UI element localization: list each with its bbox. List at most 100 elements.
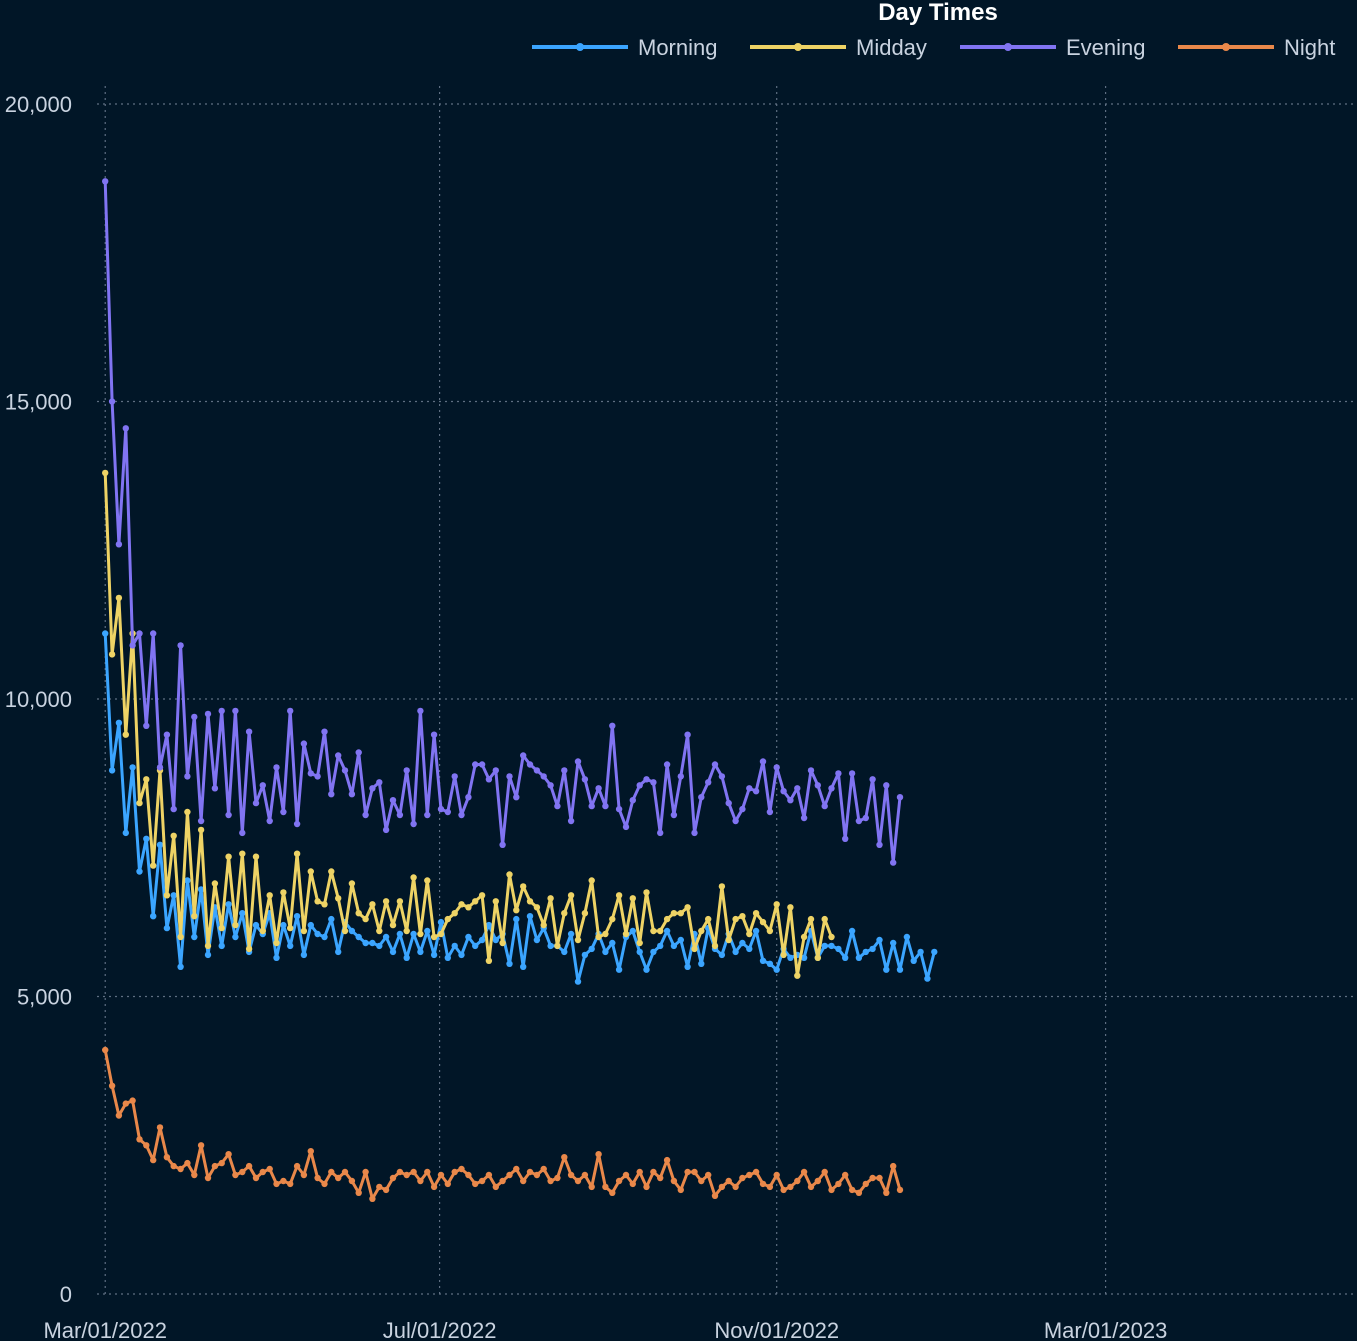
data-point — [663, 1156, 671, 1164]
data-point — [581, 910, 589, 917]
data-point — [232, 921, 239, 929]
data-point — [424, 927, 431, 935]
data-point — [896, 794, 904, 801]
data-point — [739, 939, 746, 947]
data-point — [232, 1171, 239, 1179]
data-point — [472, 761, 479, 768]
data-point — [239, 850, 246, 857]
data-point — [629, 895, 636, 902]
data-point — [807, 915, 815, 923]
data-point — [780, 788, 787, 795]
legend-item-midday[interactable]: Midday — [750, 35, 927, 60]
data-point — [602, 802, 609, 810]
data-point — [444, 954, 451, 961]
data-point — [485, 957, 493, 964]
data-point — [855, 817, 863, 825]
data-point — [520, 963, 527, 970]
data-point — [663, 915, 671, 923]
data-point — [417, 707, 424, 715]
data-point — [609, 939, 616, 947]
data-point — [136, 630, 143, 637]
data-point — [835, 1180, 842, 1188]
data-point — [883, 966, 890, 973]
data-point — [677, 936, 684, 944]
data-point — [376, 942, 383, 950]
legend-item-morning[interactable]: Morning — [532, 35, 717, 60]
data-point — [705, 1171, 712, 1179]
data-point — [862, 1180, 869, 1188]
legend-item-night[interactable]: Night — [1178, 35, 1335, 60]
data-point — [602, 930, 609, 938]
data-point — [150, 913, 157, 920]
data-point — [492, 1183, 499, 1191]
data-point — [170, 832, 177, 839]
data-point — [567, 930, 575, 938]
data-point — [143, 1142, 150, 1149]
data-point — [684, 1168, 691, 1176]
data-point — [732, 915, 739, 923]
data-point — [376, 927, 383, 935]
data-point — [355, 1189, 362, 1197]
data-point — [574, 1177, 582, 1185]
data-point — [102, 469, 109, 477]
data-point — [787, 904, 794, 911]
data-point — [924, 975, 931, 982]
y-axis: 0 5,000 10,000 15,000 20,000 — [5, 92, 72, 1307]
data-point — [677, 773, 684, 780]
data-point — [876, 841, 883, 848]
data-point — [828, 1186, 835, 1194]
data-point — [287, 942, 294, 950]
data-point — [396, 811, 404, 819]
data-point — [478, 892, 486, 899]
data-point — [156, 764, 164, 771]
series-midday — [102, 469, 835, 979]
data-point — [636, 939, 643, 947]
data-point — [506, 960, 513, 967]
data-point — [218, 1159, 225, 1167]
data-point — [883, 1189, 890, 1197]
data-point — [321, 933, 328, 941]
data-point — [472, 898, 479, 905]
data-point — [280, 808, 287, 816]
data-point — [184, 773, 191, 780]
data-point — [348, 927, 356, 935]
data-point — [842, 954, 849, 961]
data-point — [581, 951, 589, 959]
data-point — [684, 963, 691, 970]
data-point — [252, 921, 260, 929]
legend-marker — [794, 43, 802, 51]
data-point — [465, 794, 472, 801]
data-point — [513, 794, 520, 801]
data-point — [444, 808, 451, 816]
data-point — [581, 1171, 589, 1179]
data-point — [931, 948, 938, 956]
y-tick-label: 10,000 — [5, 687, 72, 712]
data-point — [472, 1180, 479, 1188]
data-point — [184, 808, 191, 816]
data-point — [335, 948, 342, 956]
data-point — [540, 1165, 547, 1173]
data-point — [602, 1183, 609, 1191]
legend-item-evening[interactable]: Evening — [960, 35, 1146, 60]
data-point — [108, 651, 116, 658]
data-point — [663, 927, 671, 935]
legend: Morning Midday Evening Night — [532, 35, 1335, 60]
x-axis: Mar/01/2022 Jul/01/2022 Nov/01/2022 Mar/01/… — [43, 1318, 1167, 1341]
data-point — [465, 1171, 472, 1179]
data-point — [684, 904, 691, 911]
data-point — [197, 826, 205, 834]
data-point — [424, 1168, 431, 1176]
y-tick-label: 15,000 — [5, 390, 72, 415]
data-point — [876, 1174, 883, 1182]
data-point — [355, 933, 362, 941]
data-point — [705, 915, 712, 923]
data-point — [150, 1156, 157, 1164]
data-point — [725, 1177, 732, 1185]
data-point — [136, 799, 143, 807]
data-point — [506, 871, 513, 878]
data-point — [752, 788, 760, 795]
data-point — [424, 811, 431, 819]
data-point — [108, 767, 116, 774]
data-point — [478, 936, 486, 944]
data-point — [506, 1171, 513, 1179]
